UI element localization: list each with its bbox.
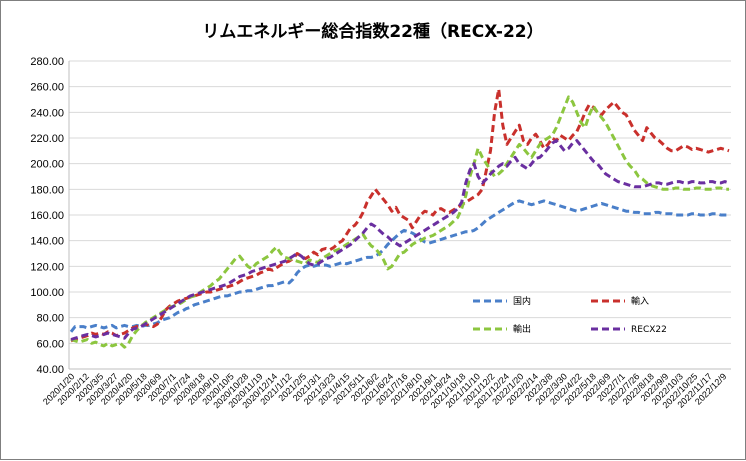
y-tick-label: 280.00 bbox=[30, 56, 64, 68]
y-tick-label: 80.00 bbox=[36, 313, 64, 325]
y-tick-label: 140.00 bbox=[30, 236, 64, 248]
legend-label: 国内 bbox=[513, 295, 531, 307]
legend-label: RECX22 bbox=[631, 325, 667, 335]
y-tick-label: 120.00 bbox=[30, 261, 64, 273]
y-tick-label: 180.00 bbox=[30, 184, 64, 196]
y-tick-label: 40.00 bbox=[36, 364, 64, 376]
series-line-2 bbox=[70, 87, 730, 343]
legend-label: 輸入 bbox=[631, 295, 649, 307]
y-tick-label: 160.00 bbox=[30, 210, 64, 222]
legend-label: 輸出 bbox=[513, 323, 531, 335]
chart-title: リムエネルギー総合指数22種（RECX-22） bbox=[202, 22, 544, 42]
y-tick-label: 200.00 bbox=[30, 159, 64, 171]
y-tick-label: 260.00 bbox=[30, 82, 64, 94]
y-tick-label: 60.00 bbox=[36, 338, 64, 350]
y-tick-label: 240.00 bbox=[30, 107, 64, 119]
series-line-4 bbox=[70, 139, 730, 341]
y-tick-label: 100.00 bbox=[30, 287, 64, 299]
y-tick-label: 220.00 bbox=[30, 133, 64, 145]
